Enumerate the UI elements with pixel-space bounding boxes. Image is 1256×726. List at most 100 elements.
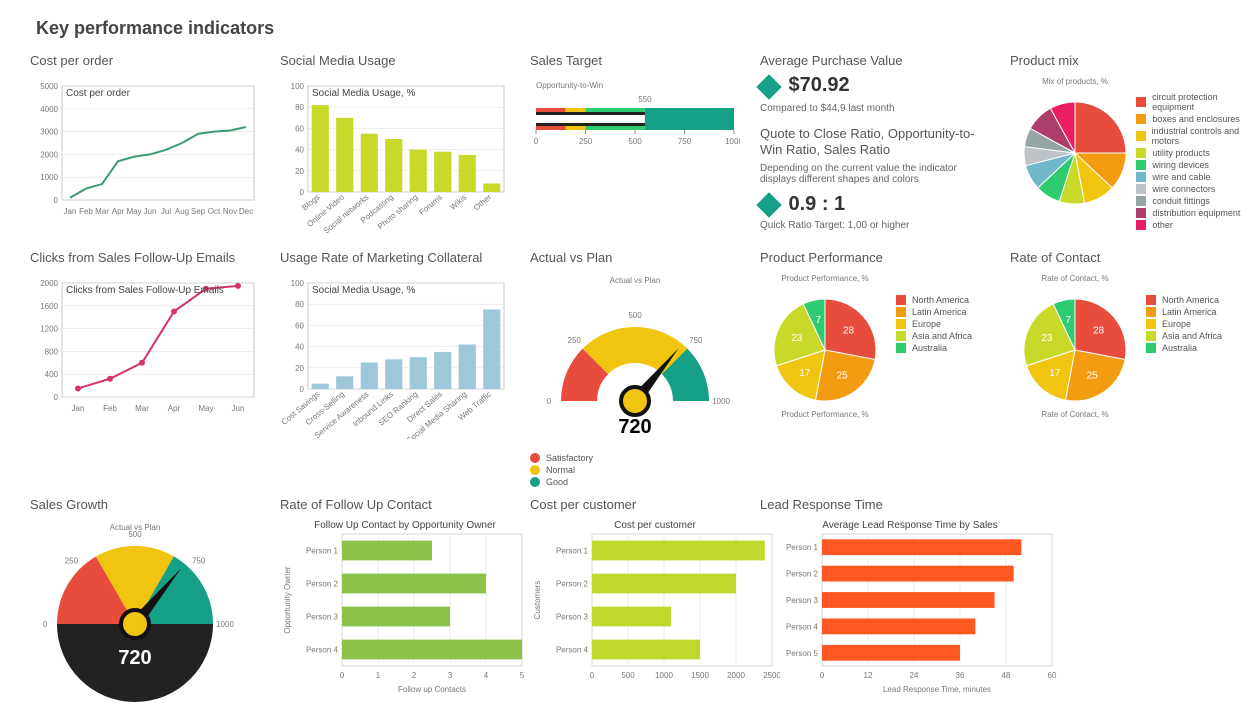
chart-title: Product Performance xyxy=(760,250,990,265)
pie-chart-icon: Mix of products, % xyxy=(1010,72,1130,222)
panel-product-performance: Product Performance Product Performance,… xyxy=(760,250,990,489)
legend-label: Australia xyxy=(912,343,947,353)
svg-text:Jan: Jan xyxy=(72,404,85,413)
gauge-chart-icon: Actual vs Plan02505007501000720 xyxy=(30,516,240,716)
legend-swatch-icon xyxy=(1136,114,1146,124)
svg-text:Social Media Usage, %: Social Media Usage, % xyxy=(312,88,415,99)
svg-text:720: 720 xyxy=(118,647,151,669)
legend-swatch-icon xyxy=(1146,319,1156,329)
panel-cost-per-order: Cost per order 010002000300040005000JanF… xyxy=(30,53,260,242)
legend-label: North America xyxy=(912,295,969,305)
svg-text:4000: 4000 xyxy=(40,105,58,114)
svg-text:7: 7 xyxy=(1066,315,1072,326)
svg-text:23: 23 xyxy=(791,333,803,344)
legend-swatch-icon xyxy=(896,307,906,317)
svg-text:60: 60 xyxy=(1048,671,1057,680)
svg-text:750: 750 xyxy=(689,336,703,345)
svg-text:Forums: Forums xyxy=(417,193,444,217)
svg-text:1000: 1000 xyxy=(712,397,730,406)
svg-text:400: 400 xyxy=(45,370,59,379)
svg-text:0: 0 xyxy=(54,393,59,402)
svg-text:Follow Up Contact by Opportuni: Follow Up Contact by Opportunity Owner xyxy=(314,520,496,531)
hbar-chart-icon: Average Lead Response Time by Sales01224… xyxy=(760,516,1060,696)
svg-text:800: 800 xyxy=(45,347,59,356)
svg-text:500: 500 xyxy=(628,311,642,320)
svg-text:2000: 2000 xyxy=(40,279,58,288)
svg-text:Aug: Aug xyxy=(175,207,189,216)
chart-title: Clicks from Sales Follow-Up Emails xyxy=(30,250,260,265)
svg-text:May: May xyxy=(198,404,213,413)
svg-text:40: 40 xyxy=(295,343,304,352)
gauge-chart-icon: Actual vs Plan02505007501000720 xyxy=(530,269,740,449)
svg-text:0: 0 xyxy=(534,137,539,146)
svg-text:100: 100 xyxy=(291,279,305,288)
svg-text:Feb: Feb xyxy=(103,404,117,413)
svg-text:1600: 1600 xyxy=(40,302,58,311)
hbar-chart-icon: Follow Up Contact by Opportunity Owner01… xyxy=(280,516,530,696)
pie-chart-icon: Product Performance, %282517237Product P… xyxy=(760,269,890,419)
legend-label: Satisfactory xyxy=(546,453,593,463)
svg-text:1: 1 xyxy=(376,671,381,680)
legend-label: circuit protection equipment xyxy=(1152,92,1256,112)
svg-text:Person 1: Person 1 xyxy=(306,547,339,556)
svg-text:36: 36 xyxy=(956,671,965,680)
legend-swatch-icon xyxy=(1136,97,1146,107)
svg-text:17: 17 xyxy=(1049,368,1061,379)
bar-chart-icon: 020406080100Cost SavingsCross-SellingSer… xyxy=(280,269,510,439)
svg-text:17: 17 xyxy=(799,368,811,379)
kpi-desc: Depending on the current value the indic… xyxy=(760,163,990,185)
legend-swatch-icon xyxy=(1136,148,1146,158)
legend-label: Good xyxy=(546,477,568,487)
svg-text:1000: 1000 xyxy=(725,137,740,146)
svg-text:Rate of Contact, %: Rate of Contact, % xyxy=(1041,274,1108,283)
svg-text:550: 550 xyxy=(638,95,652,104)
legend-label: Normal xyxy=(546,465,575,475)
svg-text:12: 12 xyxy=(864,671,873,680)
legend-swatch-icon xyxy=(1146,295,1156,305)
legend: North AmericaLatin AmericaEuropeAsia and… xyxy=(896,269,972,419)
svg-text:25: 25 xyxy=(837,370,849,381)
svg-text:750: 750 xyxy=(678,137,692,146)
svg-text:Oct: Oct xyxy=(208,207,221,216)
panel-actual-vs-plan: Actual vs Plan Actual vs Plan02505007501… xyxy=(530,250,740,489)
panel-cost-per-customer: Cost per customer Cost per customer05001… xyxy=(530,497,740,716)
svg-text:60: 60 xyxy=(295,124,304,133)
legend-swatch-icon xyxy=(1136,131,1145,141)
svg-text:2: 2 xyxy=(412,671,417,680)
pie-chart-icon: Rate of Contact, %282517237Rate of Conta… xyxy=(1010,269,1140,419)
svg-text:Opportunity-to-Win: Opportunity-to-Win xyxy=(536,81,603,90)
svg-text:1200: 1200 xyxy=(40,325,58,334)
svg-text:1500: 1500 xyxy=(691,671,709,680)
chart-title: Sales Target xyxy=(530,53,740,68)
panel-marketing-collateral: Usage Rate of Marketing Collateral 02040… xyxy=(280,250,510,489)
svg-text:Opportunity Owner: Opportunity Owner xyxy=(283,566,292,633)
legend-label: Latin America xyxy=(1162,307,1217,317)
legend-swatch-icon xyxy=(896,295,906,305)
legend-label: boxes and enclosures xyxy=(1152,114,1240,124)
svg-text:Other: Other xyxy=(472,192,493,212)
svg-text:750: 750 xyxy=(192,556,206,565)
legend-label: wire and cable xyxy=(1152,172,1210,182)
svg-text:0: 0 xyxy=(300,385,305,394)
chart-title: Average Purchase Value xyxy=(760,53,990,68)
svg-text:Jun: Jun xyxy=(232,404,245,413)
svg-text:720: 720 xyxy=(618,416,651,438)
svg-text:20: 20 xyxy=(295,167,304,176)
svg-text:1000: 1000 xyxy=(40,173,58,182)
legend-label: utility products xyxy=(1152,148,1210,158)
svg-text:Actual vs Plan: Actual vs Plan xyxy=(610,276,661,285)
panel-product-mix: Product mix Mix of products, % circuit p… xyxy=(1010,53,1256,242)
legend-swatch-icon xyxy=(530,453,540,463)
legend: Satisfactory Normal Good xyxy=(530,453,740,487)
svg-text:80: 80 xyxy=(295,300,304,309)
svg-text:Jan: Jan xyxy=(64,207,77,216)
svg-text:Person 3: Person 3 xyxy=(306,613,339,622)
svg-text:Social Media Usage, %: Social Media Usage, % xyxy=(312,285,415,296)
svg-text:48: 48 xyxy=(1002,671,1011,680)
page-title: Key performance indicators xyxy=(36,18,1226,39)
svg-text:7: 7 xyxy=(816,315,822,326)
svg-text:Person 4: Person 4 xyxy=(556,646,589,655)
chart-title: Rate of Contact xyxy=(1010,250,1256,265)
svg-text:Dec: Dec xyxy=(239,207,253,216)
svg-text:Average Lead Response Time by: Average Lead Response Time by Sales xyxy=(822,520,997,531)
